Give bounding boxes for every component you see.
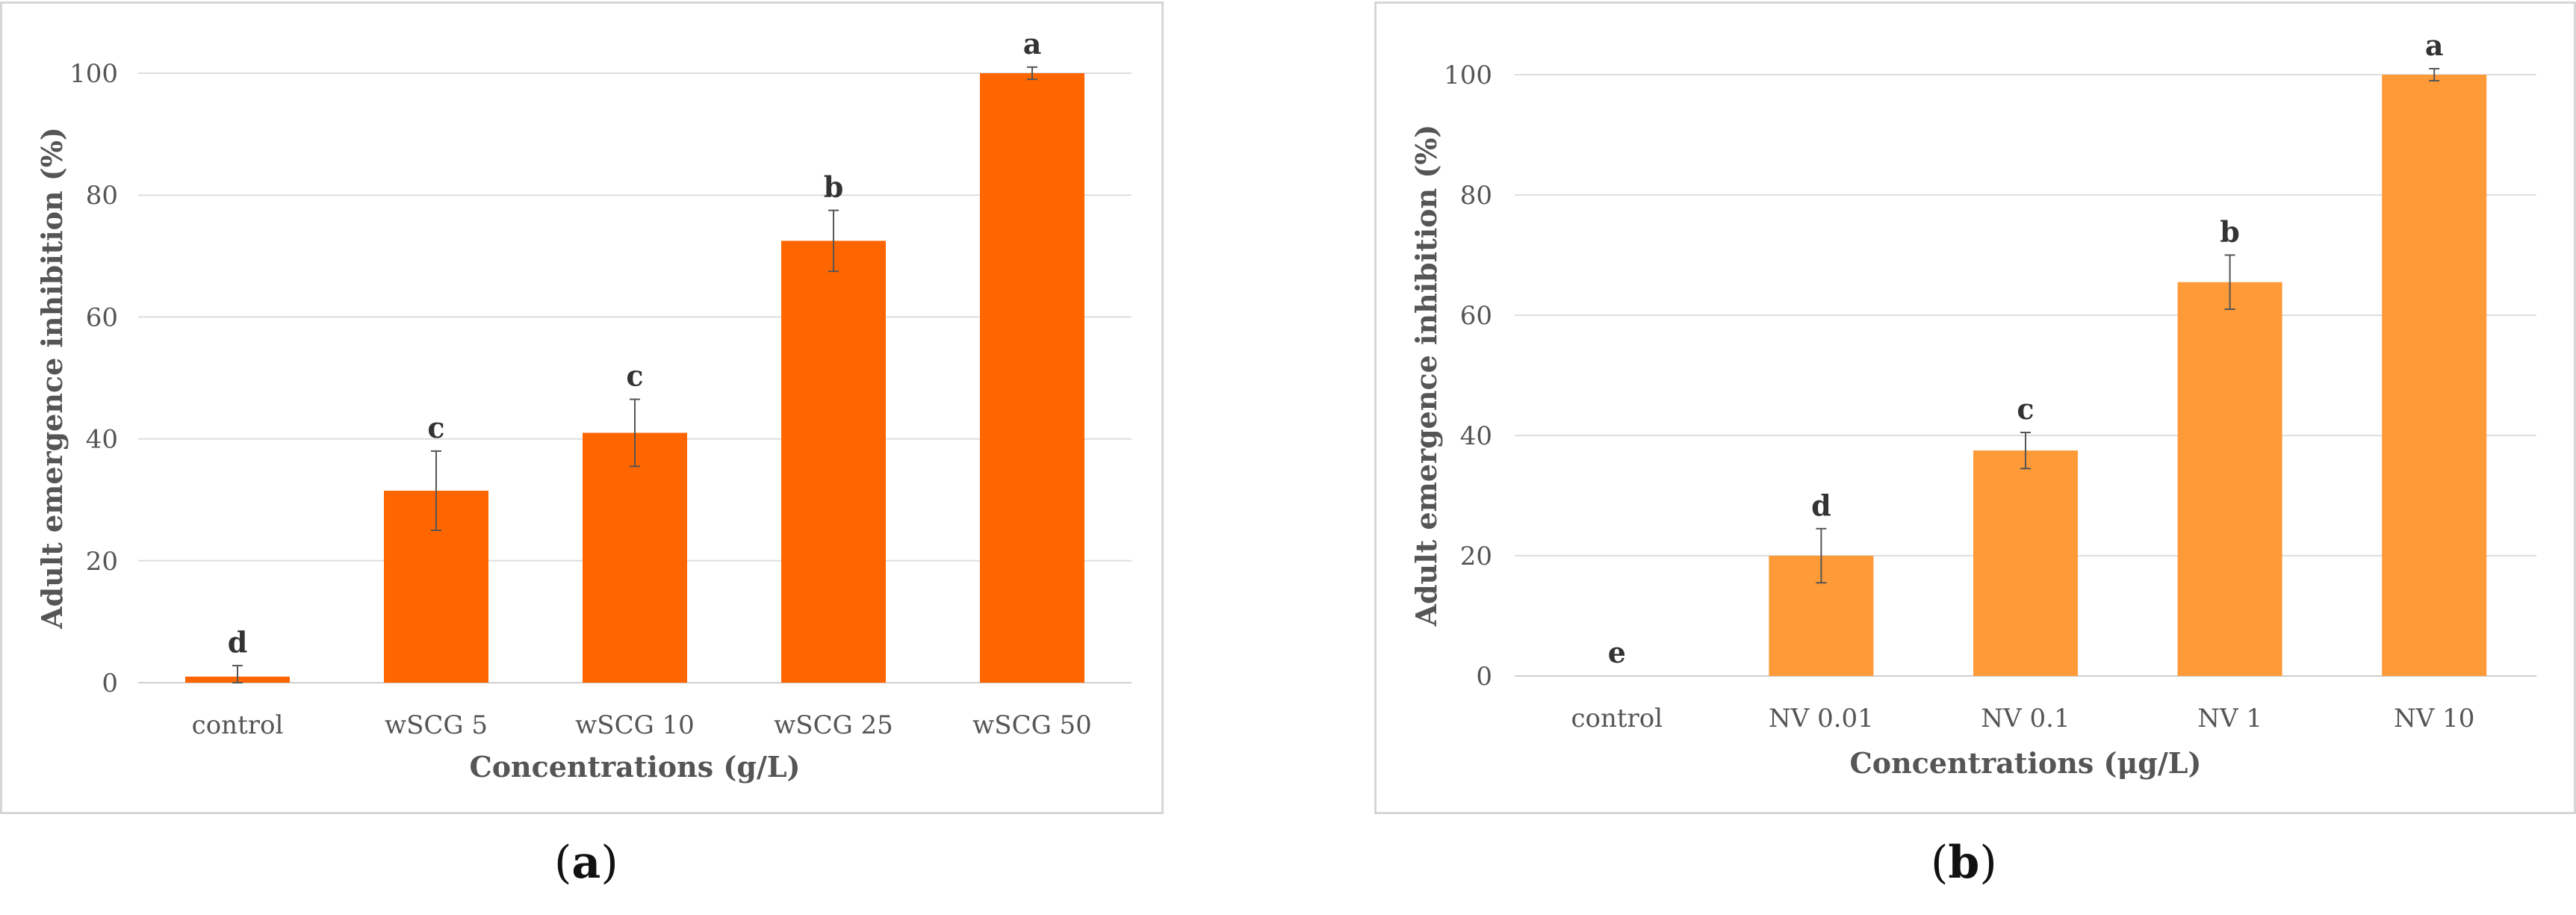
bar: [980, 73, 1084, 683]
category-label: NV 10: [2394, 704, 2474, 733]
y-tick-label: 60: [86, 303, 118, 332]
caption-b: (b): [1931, 837, 1997, 889]
significance-label: e: [1608, 636, 1626, 669]
bar: [1973, 450, 2078, 676]
significance-label: a: [1023, 27, 1042, 61]
bar-chart-b: 0 20 40 60 80 100 e control d NV 0.01 c NV 0.1 b NV 1…: [1409, 28, 2536, 780]
category-label: wSCG 10: [575, 710, 695, 740]
y-axis-title: Adult emergence inhibition (%): [1409, 125, 1443, 627]
significance-label: c: [427, 411, 444, 444]
y-tick-label: 80: [86, 181, 118, 211]
category-label: wSCG 50: [972, 710, 1092, 740]
chart-panel-b: 0 20 40 60 80 100 e control d NV 0.01 c NV 0.1 b NV 1…: [1374, 1, 2576, 814]
category-label: wSCG 25: [774, 710, 893, 740]
y-tick-label: 0: [102, 669, 118, 698]
y-tick-label: 20: [1460, 542, 1492, 571]
chart-panel-a: 0 20 40 60 80 100 d control c wSCG 5 c wSCG 10 b wSCG…: [0, 1, 1164, 814]
y-tick-label: 40: [86, 425, 118, 455]
x-axis-title: Concentrations (g/L): [469, 750, 800, 784]
category-label: NV 0.1: [1981, 704, 2070, 733]
caption-a: (a): [554, 837, 618, 889]
bar-chart-a: 0 20 40 60 80 100 d control c wSCG 5 c wSCG 10 b wSCG…: [35, 27, 1132, 784]
significance-label: a: [2425, 28, 2444, 62]
y-tick-label: 100: [1444, 61, 1492, 90]
bar: [781, 241, 886, 683]
significance-label: c: [2017, 392, 2034, 426]
category-label: control: [1571, 704, 1663, 733]
category-label: NV 0.01: [1769, 704, 1874, 733]
y-tick-label: 100: [69, 59, 118, 89]
bar: [2382, 75, 2487, 676]
y-tick-label: 0: [1476, 662, 1492, 692]
significance-label: d: [228, 625, 248, 659]
y-tick-label: 40: [1460, 421, 1492, 451]
y-axis-title: Adult emergence inhibition (%): [35, 127, 69, 630]
category-label: NV 1: [2197, 704, 2262, 733]
bar: [2177, 282, 2282, 677]
significance-label: b: [2220, 215, 2240, 249]
significance-label: b: [824, 170, 844, 204]
category-label: wSCG 5: [385, 710, 488, 740]
significance-label: c: [626, 359, 643, 393]
bar: [583, 432, 687, 683]
y-tick-label: 60: [1460, 301, 1492, 331]
significance-label: d: [1811, 488, 1831, 522]
category-label: control: [192, 710, 284, 740]
y-tick-label: 20: [86, 547, 118, 577]
x-axis-title: Concentrations (μg/L): [1850, 746, 2202, 780]
y-tick-label: 80: [1460, 181, 1492, 211]
